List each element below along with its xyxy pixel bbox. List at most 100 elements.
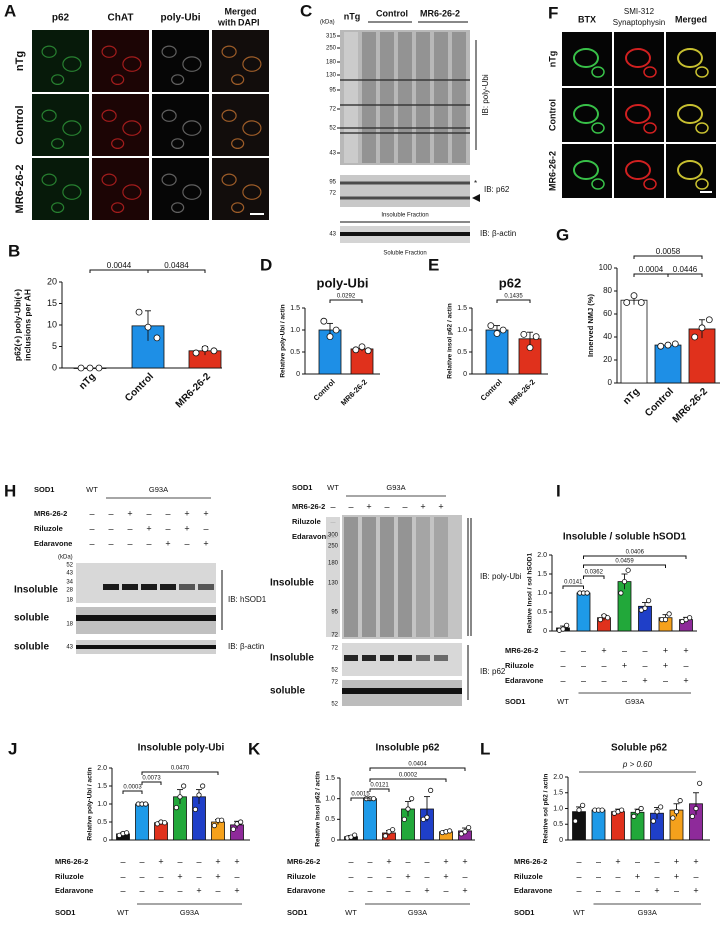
endplate [643, 66, 657, 78]
data-point [630, 292, 638, 300]
condition-sign: – [596, 871, 601, 881]
cell [242, 120, 262, 136]
data-point [487, 322, 495, 330]
y-tick-label: 1.0 [457, 327, 467, 334]
condition-sign: – [215, 885, 220, 895]
significance-bracket [141, 781, 162, 785]
x-tick-label: MR6-26-2 [174, 371, 214, 411]
condition-sign: – [635, 885, 640, 895]
condition-label: MR6-26-2 [34, 509, 67, 518]
condition-sign: – [424, 856, 429, 866]
data-point [192, 349, 200, 357]
data-point [520, 330, 528, 338]
band [160, 584, 176, 590]
micrograph [562, 144, 612, 198]
condition-sign: – [596, 885, 601, 895]
data-point [219, 817, 225, 823]
p-value: 0.0121 [370, 783, 389, 789]
sod1-label: SOD1 [514, 908, 534, 917]
data-point [210, 347, 218, 355]
y-axis-label: Relative Insol p62 / actin [315, 771, 322, 847]
data-point [466, 824, 472, 831]
mw-marker: 52 [331, 702, 338, 708]
condition-sign: + [683, 675, 688, 685]
mw-marker: 72 [331, 633, 338, 639]
cell [161, 173, 177, 186]
significance-bracket [583, 555, 687, 559]
band [398, 655, 412, 661]
band [122, 584, 138, 590]
condition-sign: + [127, 508, 132, 518]
lane-smear [452, 32, 466, 163]
data-point [580, 802, 586, 808]
chart-title: Insoluble poly-Ubi [138, 743, 225, 754]
panel-letter: C [300, 1, 312, 20]
condition-sign: – [560, 645, 565, 655]
condition-sign: + [203, 508, 208, 518]
condition-sign: – [615, 885, 620, 895]
data-point [698, 324, 706, 332]
data-point [364, 347, 372, 355]
y-tick-label: 10 [47, 319, 57, 329]
data-point [658, 804, 664, 810]
y-tick-label: 0.5 [537, 609, 547, 616]
kda-label: (kDa) [58, 555, 73, 561]
condition-sign: – [443, 885, 448, 895]
condition-sign: + [683, 645, 688, 655]
genotype-label: WT [86, 485, 98, 494]
panel-letter: F [548, 3, 558, 22]
x-tick-label: Control [312, 377, 337, 402]
data-point [642, 605, 648, 611]
p-value: 0.0406 [626, 550, 645, 556]
data-point [572, 818, 578, 824]
data-point [691, 333, 699, 341]
condition-sign: – [348, 885, 353, 895]
lane-smear [434, 517, 448, 637]
data-point [631, 813, 637, 819]
data-point [211, 822, 217, 829]
data-point [447, 828, 453, 834]
blot [76, 563, 216, 603]
condition-sign: – [158, 885, 163, 895]
mw-marker: 52 [66, 563, 73, 569]
mw-marker: 72 [331, 680, 338, 686]
genotype-label: G93A [408, 908, 427, 917]
data-point [671, 340, 679, 348]
data-point [687, 615, 693, 621]
condition-sign: + [601, 645, 606, 655]
lane-smear [344, 32, 358, 163]
data-point [673, 809, 680, 815]
ib-label: IB: poly-Ubi [481, 74, 490, 116]
significance-bracket [147, 269, 206, 273]
micrograph [614, 88, 664, 142]
column-header: poly-Ubi [161, 13, 201, 24]
endplate [695, 66, 709, 78]
condition-sign: + [674, 871, 679, 881]
condition-label: Edaravone [287, 886, 325, 895]
data-point [662, 616, 669, 623]
data-point [144, 323, 152, 331]
condition-sign: + [424, 885, 429, 895]
row-label: nTg [14, 51, 26, 71]
ib-label: IB: hSOD1 [228, 595, 267, 604]
data-point [618, 590, 624, 596]
mw-marker: 95 [329, 88, 336, 94]
condition-sign: – [601, 675, 606, 685]
significance-bracket [633, 255, 703, 259]
x-tick-label: MR6-26-2 [671, 386, 711, 426]
condition-sign: – [622, 645, 627, 655]
genotype-label: WT [327, 483, 339, 492]
bar [363, 798, 377, 841]
y-tick-label: 1.0 [290, 327, 300, 334]
condition-sign: – [196, 856, 201, 866]
condition-sign: + [177, 871, 182, 881]
data-point [371, 796, 377, 802]
condition-sign: – [581, 645, 586, 655]
data-point [358, 343, 366, 351]
band [103, 584, 119, 590]
cell [41, 109, 57, 122]
arrowhead [472, 194, 480, 202]
data-point [77, 364, 85, 372]
y-tick-label: 1.0 [325, 796, 335, 803]
condition-sign: – [581, 675, 586, 685]
